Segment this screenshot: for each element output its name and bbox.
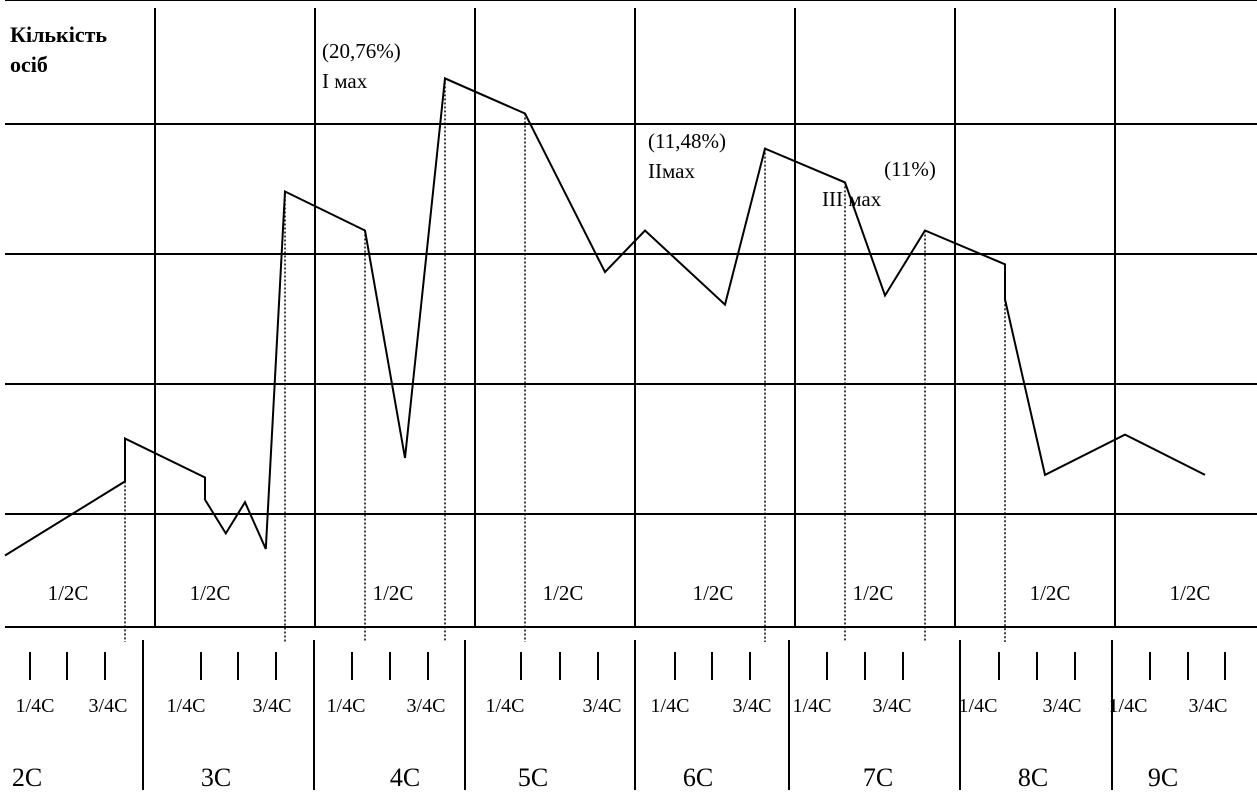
peak-annotation: (20,76%) — [322, 39, 401, 63]
quarter-label-3-4: 3/4C — [407, 695, 446, 717]
class-label: 8C — [1018, 763, 1048, 792]
class-label: 6C — [683, 763, 713, 792]
quarter-label-1-4: 1/4C — [651, 695, 690, 717]
quarter-label-1-4: 1/4C — [793, 695, 832, 717]
half-class-label: 1/2C — [1030, 581, 1071, 605]
peak-annotation: I мах — [322, 69, 368, 93]
peak-annotation: (11,48%) — [648, 129, 726, 153]
quarter-label-1-4: 1/4C — [1109, 695, 1148, 717]
y-axis-label-line: Кількість — [10, 22, 107, 47]
quarter-label-1-4: 1/4C — [486, 695, 525, 717]
y-axis-label-line: осіб — [10, 52, 48, 77]
half-class-label: 1/2C — [48, 581, 89, 605]
quarter-label-3-4: 3/4C — [89, 695, 128, 717]
class-label: 4C — [390, 763, 420, 792]
quarter-label-3-4: 3/4C — [1189, 695, 1228, 717]
labels-group: Кількість осіб 1/2C 1/2C 1/2C 1/2C 1/2C 1/2C 1/2… — [10, 22, 1227, 792]
peak-annotation: IIмах — [648, 159, 695, 183]
half-class-label: 1/2C — [373, 581, 414, 605]
series-group — [4, 76, 1206, 557]
series-line — [4, 76, 1206, 557]
quarter-label-3-4: 3/4C — [583, 695, 622, 717]
drop-lines — [124, 78, 1006, 642]
class-label: 5C — [518, 763, 548, 792]
class-label: 9C — [1148, 763, 1178, 792]
peak-annotation: III мах — [822, 187, 882, 211]
quarter-label-3-4: 3/4C — [253, 695, 292, 717]
half-class-label: 1/2C — [1170, 581, 1211, 605]
quarter-label-3-4: 3/4C — [873, 695, 912, 717]
class-label: 3C — [201, 763, 231, 792]
chart-grid — [5, 0, 1257, 790]
peak-annotation: (11%) — [884, 157, 936, 181]
quarter-label-1-4: 1/4C — [959, 695, 998, 717]
quarter-label-3-4: 3/4C — [733, 695, 772, 717]
quarter-label-1-4: 1/4C — [16, 695, 55, 717]
class-label: 7C — [863, 763, 893, 792]
quarter-label-1-4: 1/4C — [167, 695, 206, 717]
half-class-label: 1/2C — [853, 581, 894, 605]
half-class-label: 1/2C — [190, 581, 231, 605]
class-label: 2C — [12, 763, 42, 792]
half-class-label: 1/2C — [693, 581, 734, 605]
quarter-label-3-4: 3/4C — [1043, 695, 1082, 717]
quarter-label-1-4: 1/4C — [327, 695, 366, 717]
half-class-label: 1/2C — [543, 581, 584, 605]
